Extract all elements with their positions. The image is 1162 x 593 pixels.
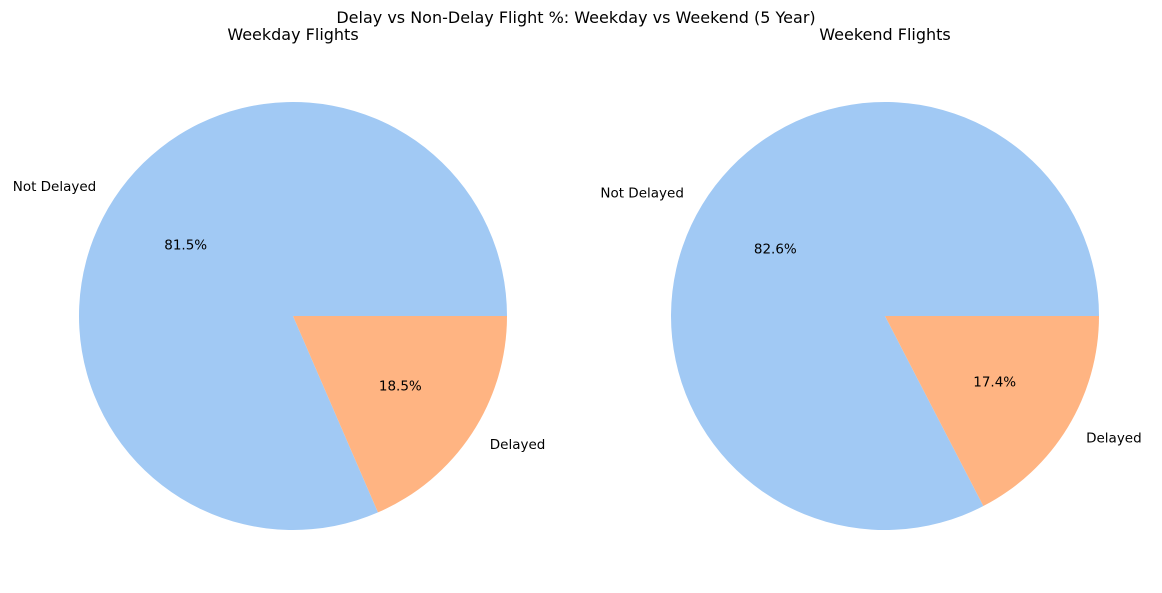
pie-slice-delayed-weekend bbox=[885, 316, 1099, 507]
pie-label-not-delayed-weekday: Not Delayed bbox=[13, 179, 97, 195]
pie-slice-delayed-weekday bbox=[293, 316, 507, 513]
pie-label-not-delayed-weekend: Not Delayed bbox=[600, 186, 684, 202]
pie-pct-label-delayed-weekday: 18.5% bbox=[379, 378, 422, 394]
pie-chart-weekday: Weekday Flights Not Delayed 81.5% Delayed 1… bbox=[13, 25, 546, 531]
pie-label-delayed-weekday: Delayed bbox=[490, 437, 546, 453]
figure-title: Delay vs Non-Delay Flight %: Weekday vs … bbox=[336, 8, 815, 27]
pie-label-delayed-weekend: Delayed bbox=[1086, 430, 1142, 446]
pie-chart-weekend: Weekend Flights Not Delayed 82.6% Delayed 1… bbox=[600, 25, 1142, 530]
pie-title-weekend: Weekend Flights bbox=[819, 25, 951, 44]
pie-slices-weekday: Not Delayed 81.5% Delayed 18.5% bbox=[13, 102, 546, 531]
pie-title-weekday: Weekday Flights bbox=[227, 25, 358, 44]
pie-pct-label-delayed-weekend: 17.4% bbox=[973, 375, 1016, 391]
pie-slice-not-delayed-weekday bbox=[78, 102, 507, 531]
pie-slice-not-delayed-weekend bbox=[671, 101, 1099, 530]
pie-slices-weekend: Not Delayed 82.6% Delayed 17.4% bbox=[600, 101, 1142, 530]
pie-pct-label-not-delayed-weekend: 82.6% bbox=[754, 241, 797, 257]
pie-pct-label-not-delayed-weekday: 81.5% bbox=[164, 238, 207, 254]
